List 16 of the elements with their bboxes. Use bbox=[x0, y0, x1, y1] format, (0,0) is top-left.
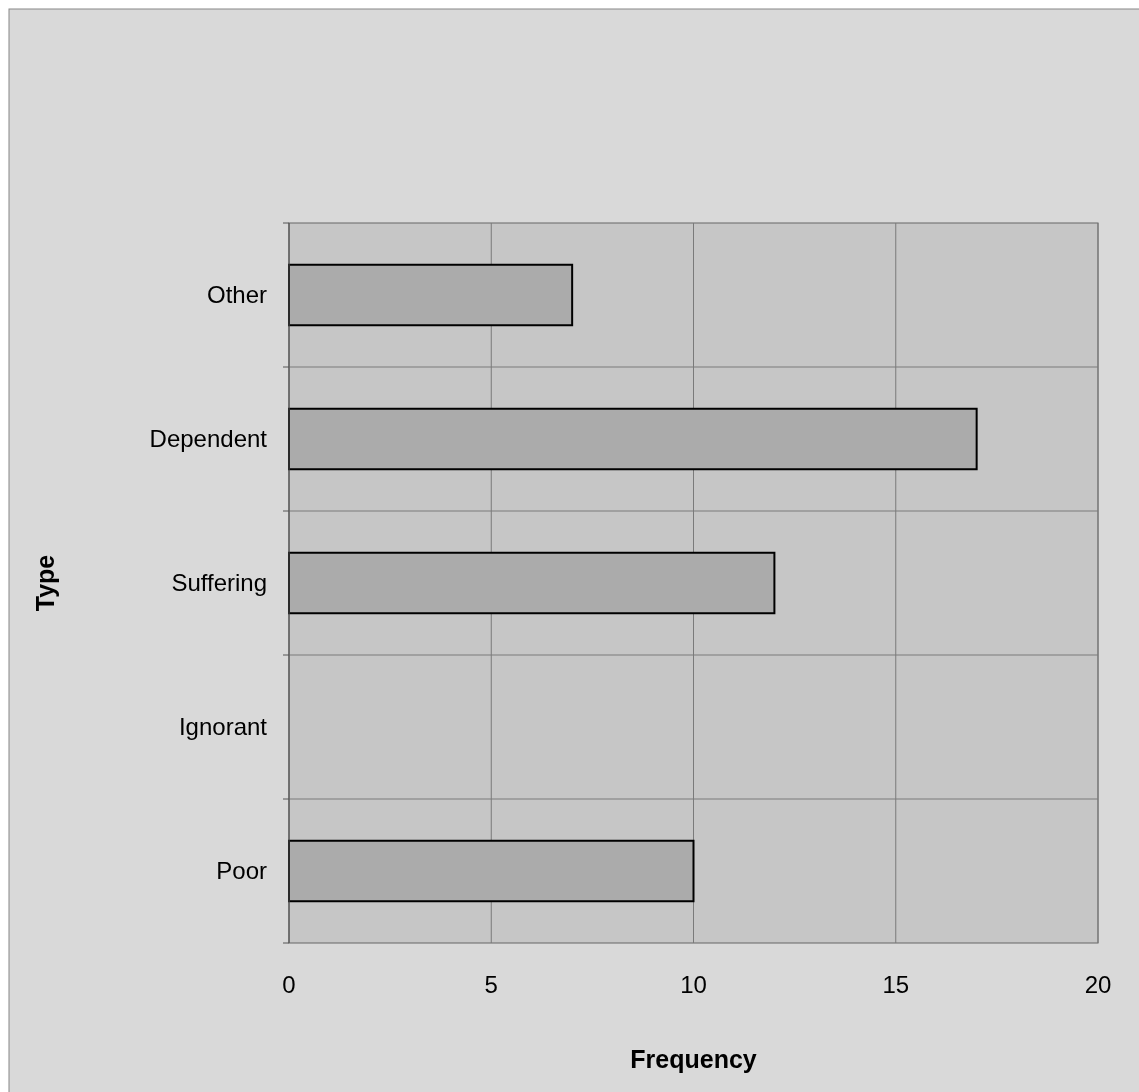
x-tick-label: 20 bbox=[1084, 971, 1112, 998]
x-tick-label: 5 bbox=[484, 971, 498, 998]
y-tick-label: Suffering bbox=[171, 569, 267, 597]
x-axis-title: Frequency bbox=[630, 1045, 757, 1073]
bar bbox=[288, 407, 978, 471]
y-tick-label: Dependent bbox=[149, 425, 268, 453]
bar bbox=[288, 551, 776, 615]
y-tick-label: Poor bbox=[216, 857, 267, 885]
bar bbox=[288, 839, 695, 903]
x-tick-label: 0 bbox=[282, 971, 296, 998]
x-tick-label: 15 bbox=[882, 971, 910, 998]
y-axis-title: Type bbox=[31, 554, 59, 612]
y-tick-label: Ignorant bbox=[178, 713, 268, 741]
y-tick-label: Other bbox=[206, 281, 267, 309]
x-tick-label: 10 bbox=[680, 971, 707, 998]
bar bbox=[288, 263, 574, 327]
